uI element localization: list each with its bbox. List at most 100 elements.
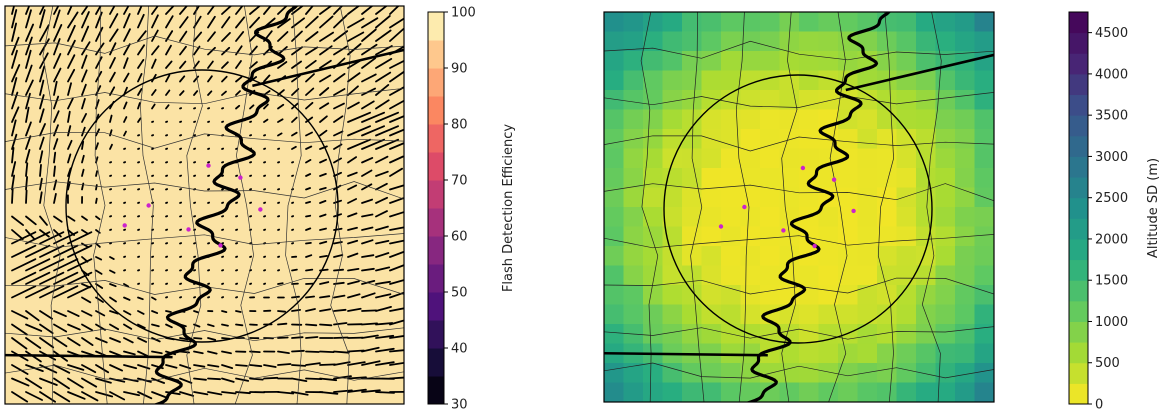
quiver-barb bbox=[109, 42, 117, 56]
quiver-barb bbox=[333, 157, 343, 164]
colorbar-tick-label: 500 bbox=[1095, 356, 1120, 371]
quiver-barb bbox=[11, 146, 15, 164]
grid-cell bbox=[623, 285, 644, 306]
quiver-barb bbox=[81, 215, 88, 221]
quiver-barb bbox=[249, 16, 261, 29]
grid-cell bbox=[604, 226, 625, 247]
grid-cell bbox=[935, 304, 956, 325]
grid-cell bbox=[818, 382, 839, 402]
quiver-barb bbox=[277, 132, 283, 137]
quiver-barb bbox=[11, 337, 28, 350]
grid-cell bbox=[818, 90, 839, 111]
grid-cell bbox=[623, 148, 644, 169]
quiver-barb bbox=[39, 285, 65, 299]
quiver-barb bbox=[263, 103, 269, 110]
quiver-barb bbox=[39, 65, 46, 83]
quiver-barb bbox=[193, 364, 206, 368]
colorbar-tick-label: 40 bbox=[451, 342, 468, 357]
grid-cell bbox=[799, 382, 820, 402]
quiver-barb bbox=[361, 322, 379, 326]
quiver-barb bbox=[277, 350, 290, 355]
quiver-barb bbox=[67, 54, 76, 69]
quiver-barb bbox=[235, 90, 241, 96]
quiver-barb bbox=[25, 49, 32, 69]
colorbar-bin bbox=[1069, 342, 1088, 364]
grid-cell bbox=[623, 226, 644, 247]
grid-cell bbox=[643, 51, 664, 72]
quiver-barb bbox=[375, 225, 389, 231]
grid-cell bbox=[623, 31, 644, 52]
quiver-barb bbox=[305, 158, 312, 164]
quiver-barb bbox=[25, 135, 32, 150]
quiver-barb bbox=[319, 308, 332, 312]
quiver-barb bbox=[53, 9, 61, 29]
grid-cell bbox=[604, 90, 625, 111]
quiver-barb bbox=[25, 285, 51, 299]
grid-cell bbox=[955, 324, 976, 345]
quiver-barb bbox=[375, 239, 390, 245]
quiver-barb bbox=[151, 103, 156, 110]
grid-cell bbox=[955, 70, 976, 91]
quiver-barb bbox=[389, 70, 404, 83]
grid-cell bbox=[955, 109, 976, 130]
grid-cell bbox=[838, 187, 859, 208]
quiver-barb bbox=[291, 268, 298, 272]
quiver-barb bbox=[361, 254, 375, 258]
grid-cell bbox=[916, 168, 937, 189]
quiver-barb bbox=[123, 391, 141, 397]
county-line bbox=[42, 6, 61, 404]
quiver-barb bbox=[123, 364, 138, 370]
grid-cell bbox=[818, 168, 839, 189]
grid-cell bbox=[779, 148, 800, 169]
grid-cell bbox=[623, 51, 644, 72]
quiver-barb bbox=[375, 266, 391, 272]
grid-cell bbox=[935, 226, 956, 247]
grid-cell bbox=[779, 304, 800, 325]
quiver-barb bbox=[361, 169, 373, 177]
quiver-barb bbox=[291, 60, 303, 69]
quiver-barb bbox=[81, 69, 88, 83]
quiver-barb bbox=[221, 323, 229, 327]
quiver-barb bbox=[361, 57, 377, 69]
grid-cell bbox=[682, 324, 703, 345]
grid-cell bbox=[701, 109, 722, 130]
grid-cell bbox=[623, 304, 644, 325]
quiver-barb bbox=[95, 296, 104, 303]
grid-cell bbox=[682, 304, 703, 325]
quiver-barb bbox=[249, 364, 263, 368]
grid-cell bbox=[604, 51, 625, 72]
grid-cell bbox=[701, 265, 722, 286]
quiver-barb bbox=[291, 391, 309, 396]
state-border bbox=[5, 353, 173, 359]
quiver-barb bbox=[389, 86, 404, 96]
quiver-barb bbox=[25, 271, 51, 285]
quiver-barb bbox=[25, 310, 40, 322]
quiver-barb bbox=[389, 264, 404, 272]
quiver-barb bbox=[375, 196, 389, 204]
state-border bbox=[845, 53, 994, 92]
quiver-barb bbox=[81, 113, 87, 123]
grid-cell bbox=[643, 226, 664, 247]
colorbar-bin bbox=[1069, 12, 1088, 34]
county-line bbox=[604, 183, 994, 202]
quiver-barb bbox=[123, 350, 136, 356]
station-marker bbox=[800, 165, 806, 171]
quiver-barb bbox=[361, 73, 377, 83]
grid-cell bbox=[604, 148, 625, 169]
quiver-barb bbox=[67, 11, 79, 29]
quiver-barb bbox=[81, 337, 94, 347]
county-line bbox=[604, 92, 994, 108]
quiver-barb bbox=[375, 15, 391, 29]
quiver-barb bbox=[319, 129, 328, 137]
colorbar-tick-label: 2000 bbox=[1095, 232, 1128, 247]
grid-cell bbox=[760, 12, 781, 33]
quiver-barb bbox=[81, 126, 86, 137]
quiver-barb bbox=[235, 16, 246, 29]
grid-cell bbox=[935, 246, 956, 267]
quiver-barb bbox=[263, 376, 279, 380]
grid-cell bbox=[955, 285, 976, 306]
quiver-barb bbox=[81, 154, 85, 164]
quiver-barb bbox=[319, 295, 331, 299]
quiver-barb bbox=[305, 46, 319, 56]
quiver-barb bbox=[137, 391, 153, 400]
